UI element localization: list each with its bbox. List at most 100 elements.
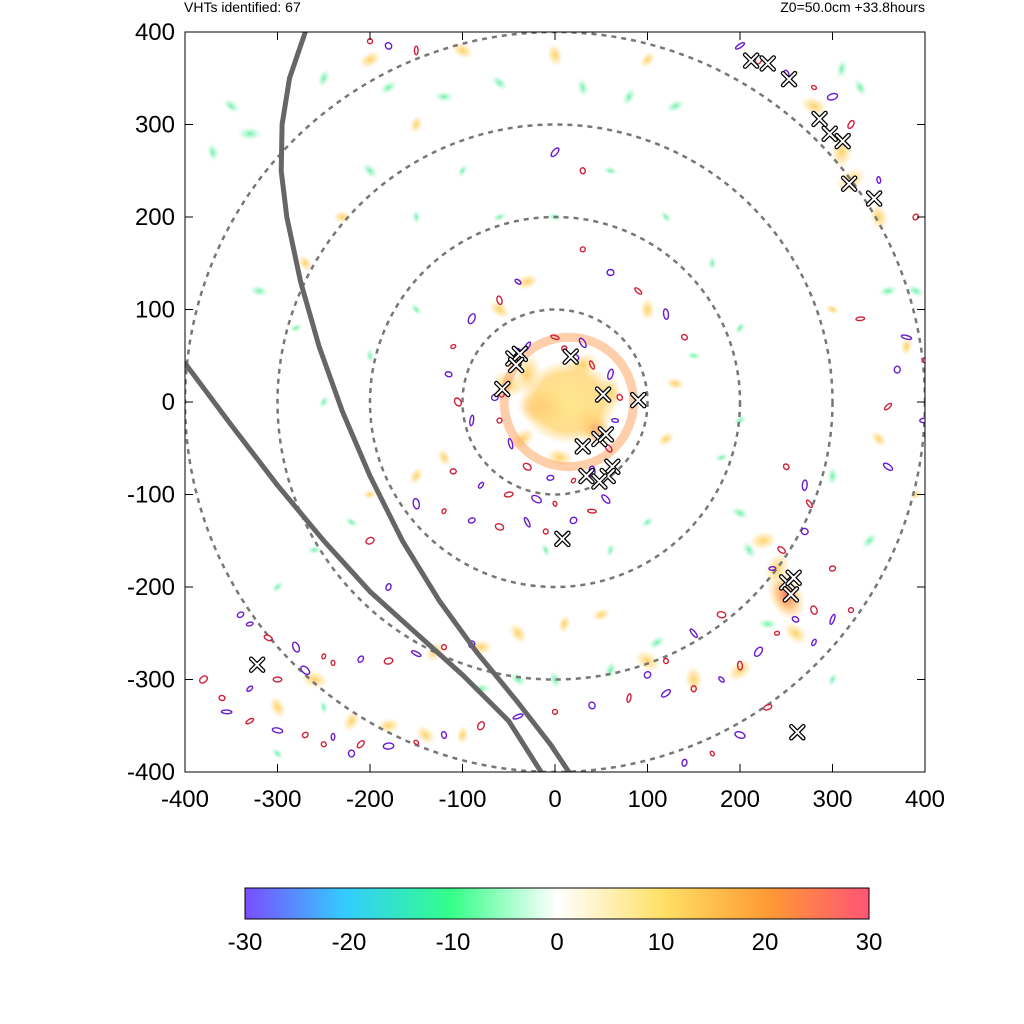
vht-contour (634, 287, 643, 295)
cool-anomaly-patch (603, 660, 618, 681)
vht-contour (412, 497, 421, 510)
colorbar-tick-labels: -30 -20 -10 0 10 20 30 (228, 929, 883, 956)
vht-contour (467, 313, 476, 325)
cool-anomaly-patch (318, 394, 330, 410)
vht-marker-fill (605, 459, 620, 474)
vht-contour (512, 713, 524, 720)
vht-contour (829, 613, 836, 625)
z0-time-label: Z0=50.0cm +33.8hours (780, 0, 925, 15)
plot-area (185, 32, 925, 772)
cool-anomaly-patch (732, 415, 748, 426)
vht-contour (768, 565, 777, 572)
y-axis-tick-labels: -400 -300 -200 -100 0 100 200 300 400 (127, 19, 175, 786)
cool-anomaly-patch (236, 126, 263, 142)
cool-anomaly-patch (707, 255, 717, 272)
vht-contour (578, 337, 587, 349)
warm-anomaly-patch (800, 95, 828, 117)
vht-contour (494, 522, 505, 531)
vht-marker-fill (250, 657, 265, 672)
vht-contour (588, 360, 596, 370)
vht-contour (514, 278, 522, 285)
colorbar-tick-label: -20 (332, 929, 367, 956)
warm-anomaly-patch (268, 695, 287, 719)
cool-anomaly-patch (492, 211, 507, 223)
warm-core (520, 360, 617, 444)
cool-anomaly-patch (602, 166, 619, 176)
vht-contour (762, 703, 773, 711)
vht-marker (840, 175, 858, 192)
vht-contour (800, 527, 809, 536)
vht-contour (291, 641, 301, 653)
vht-contour (440, 643, 448, 651)
vht-contour (753, 646, 764, 657)
vht-marker (821, 125, 838, 142)
cool-anomaly-patch (317, 68, 331, 89)
vht-contour (552, 500, 558, 507)
x-tick-label: -300 (253, 786, 301, 813)
vht-contour (245, 621, 254, 627)
vht-marker (574, 438, 591, 455)
vht-contour (263, 634, 273, 642)
y-tick-label: 0 (162, 389, 175, 416)
vht-contour (828, 565, 837, 572)
cool-anomaly-patch (686, 351, 702, 361)
cool-anomaly-patch (306, 545, 323, 555)
vht-marker-fill (790, 725, 805, 740)
vht-marker (248, 656, 266, 673)
vht-contour (542, 528, 549, 535)
vht-marker (834, 132, 851, 150)
vht-markers (248, 52, 883, 741)
warm-anomaly-patch (639, 297, 656, 322)
vht-contour (382, 742, 395, 750)
warm-anomaly-layer (268, 41, 923, 746)
vht-marker-fill (812, 111, 827, 126)
warm-anomaly-patch (409, 115, 423, 134)
vht-contour (347, 749, 356, 758)
vht-contour (272, 676, 283, 683)
warm-anomaly-patch (665, 377, 685, 390)
cool-anomaly-patch (248, 284, 270, 298)
storm-track (185, 360, 544, 772)
vht-contour (801, 479, 808, 492)
vht-contour (496, 295, 503, 306)
vht-marker (742, 52, 760, 69)
vht-contour (588, 701, 596, 710)
vht-contour (611, 417, 620, 424)
vht-contour (882, 462, 894, 472)
vht-contour (579, 167, 586, 175)
range-rings (185, 32, 925, 772)
y-tick-label: -300 (127, 667, 175, 694)
vht-marker-fill (592, 474, 607, 489)
vht-contour (680, 333, 689, 341)
cool-anomaly-patch (660, 210, 672, 224)
colorbar-tick-label: -10 (436, 929, 471, 956)
vht-contour (616, 393, 624, 401)
vht-contour (681, 758, 688, 767)
vht-contour (810, 84, 818, 91)
cool-anomaly-patch (730, 506, 750, 520)
vht-marker (759, 55, 776, 72)
vht-contour (716, 611, 727, 619)
vht-contour (773, 630, 781, 636)
x-tick-label: -100 (438, 786, 486, 813)
storm-tracks (185, 32, 572, 772)
cool-anomaly-patch (270, 747, 285, 760)
cool-anomaly-patch (605, 542, 616, 558)
cool-anomaly-patch (540, 542, 551, 558)
vht-contour (246, 685, 254, 693)
vht-marker (780, 70, 798, 88)
warm-anomaly-patch (634, 649, 661, 673)
axis-ticks (184, 31, 926, 773)
cool-anomaly-patch (222, 98, 241, 114)
vht-contour (441, 508, 447, 515)
vht-contour (236, 611, 245, 619)
warm-anomaly-patch (515, 273, 539, 291)
vht-contour (734, 730, 746, 740)
cool-anomaly-patch (861, 532, 878, 550)
vht-marker-fill (579, 469, 594, 483)
warm-anomaly-patch (783, 621, 808, 646)
cool-anomaly-patch (665, 98, 685, 114)
cool-anomaly-patch (640, 516, 655, 529)
warm-anomaly-patch (909, 489, 923, 500)
vht-contour (218, 694, 226, 702)
